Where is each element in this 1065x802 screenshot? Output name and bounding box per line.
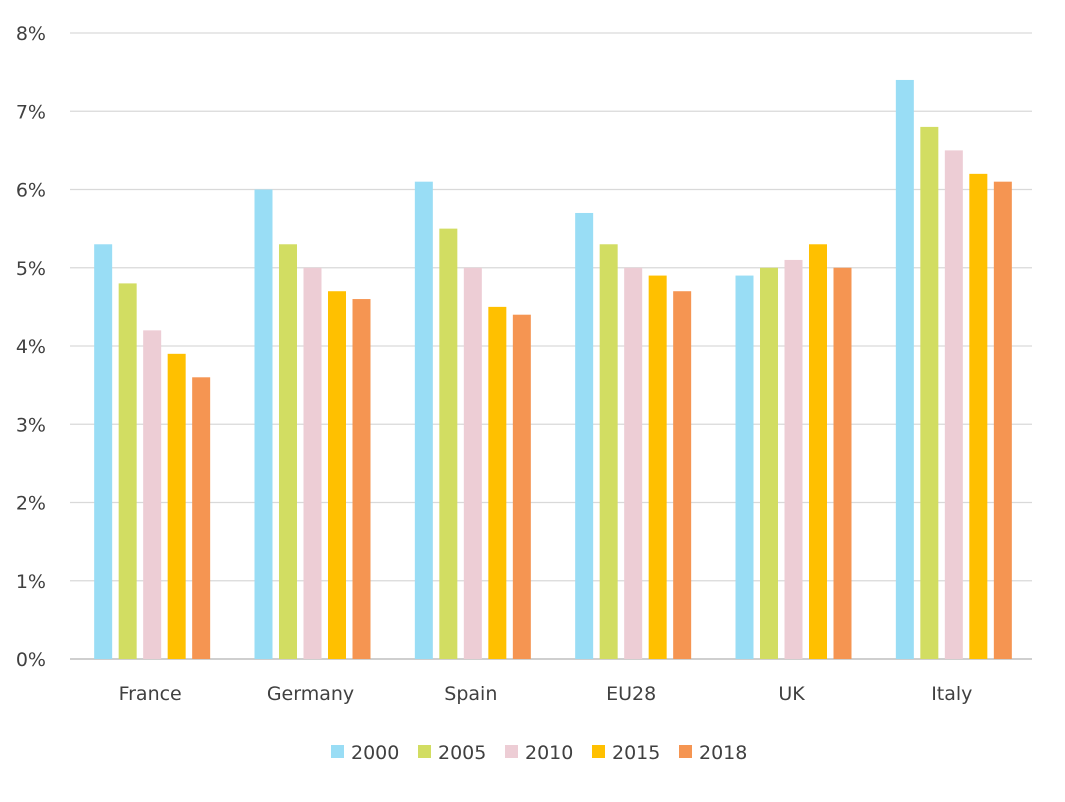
y-tick-label: 4% xyxy=(16,336,46,358)
y-tick-label: 7% xyxy=(16,101,46,123)
bar-germany-2010 xyxy=(303,267,322,659)
legend-swatch-2010 xyxy=(505,745,518,758)
bar-spain-2010 xyxy=(463,267,482,659)
legend-label-2005: 2005 xyxy=(438,742,486,764)
x-category-label: EU28 xyxy=(606,683,656,705)
bar-uk-2015 xyxy=(809,244,827,659)
bar-eu28-2018 xyxy=(673,291,692,659)
legend-swatch-2000 xyxy=(331,745,344,758)
bar-eu28-2010 xyxy=(624,267,643,659)
x-category-label: Germany xyxy=(267,683,354,705)
bar-spain-2015 xyxy=(488,306,507,659)
bar-italy-2005 xyxy=(920,126,939,659)
bar-eu28-2000 xyxy=(575,212,594,659)
bar-spain-2018 xyxy=(512,314,531,659)
bar-france-2015 xyxy=(167,353,186,659)
x-axis-categories: France Germany Spain EU28 UK Italy xyxy=(119,683,973,705)
bar-uk-2018 xyxy=(833,267,852,659)
bar-uk-2000 xyxy=(735,275,754,659)
y-tick-label: 1% xyxy=(16,571,46,593)
x-category-label: UK xyxy=(778,683,805,705)
x-category-label: Italy xyxy=(931,683,972,705)
y-axis-ticks: 0% 1% 2% 3% 4% 5% 6% 7% 8% xyxy=(16,23,46,671)
bar-italy-2018 xyxy=(993,181,1012,660)
y-tick-label: 3% xyxy=(16,414,46,436)
legend-label-2000: 2000 xyxy=(351,742,399,764)
x-category-label: Spain xyxy=(444,683,497,705)
legend-swatch-2018 xyxy=(679,745,692,758)
bar-eu28-2015 xyxy=(648,275,667,659)
bar-france-2000 xyxy=(94,244,113,659)
y-tick-label: 6% xyxy=(16,180,46,202)
bar-spain-2005 xyxy=(439,228,458,659)
y-tick-label: 2% xyxy=(16,493,46,515)
bar-germany-2000 xyxy=(254,189,273,659)
bar-italy-2015 xyxy=(969,173,988,659)
y-tick-label: 5% xyxy=(16,258,46,280)
legend-swatch-2005 xyxy=(418,745,431,758)
bar-france-2010 xyxy=(143,330,162,659)
legend-label-2015: 2015 xyxy=(612,742,660,764)
y-tick-label: 0% xyxy=(16,649,46,671)
legend-label-2010: 2010 xyxy=(525,742,573,764)
bar-germany-2005 xyxy=(279,244,297,659)
y-tick-label: 8% xyxy=(16,23,46,45)
bar-germany-2018 xyxy=(352,299,371,659)
bar-eu28-2005 xyxy=(599,244,618,659)
x-category-label: France xyxy=(119,683,182,705)
bars xyxy=(94,79,1012,660)
bar-italy-2010 xyxy=(944,150,963,659)
legend-label-2018: 2018 xyxy=(699,742,747,764)
bar-uk-2010 xyxy=(784,259,803,659)
bar-germany-2015 xyxy=(328,291,346,659)
bar-france-2018 xyxy=(192,377,211,659)
bar-uk-2005 xyxy=(760,267,778,659)
legend-swatch-2015 xyxy=(592,745,605,758)
gridlines xyxy=(70,32,1032,660)
bar-france-2005 xyxy=(118,283,137,659)
bar-italy-2000 xyxy=(895,79,914,659)
legend: 2000 2005 2010 2015 2018 xyxy=(331,742,747,764)
bar-spain-2000 xyxy=(414,181,433,660)
